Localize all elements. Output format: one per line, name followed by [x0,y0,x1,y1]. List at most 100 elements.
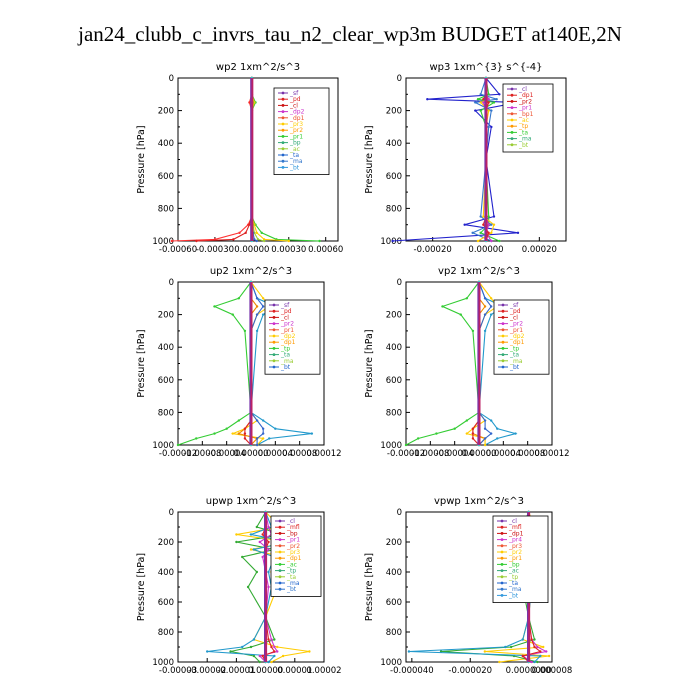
y-tick-label: 400 [158,139,174,149]
legend-marker [501,365,505,369]
legend-marker [500,581,504,585]
series-point-pr1 [483,650,487,653]
legend-marker [510,118,514,122]
legend-marker [278,544,282,548]
legend-entry: _bp [289,140,301,147]
series-point-pd [471,427,475,430]
legend-marker [501,328,505,332]
legend-marker [500,569,504,572]
legend-entry: _cl [508,518,517,525]
legend-entry: _sf [509,302,519,309]
legend-entry: _ac [286,561,297,568]
series-point-ta [474,101,477,104]
series-point-tp [407,650,411,653]
series-point-ta [255,437,259,440]
series-point-dp1 [243,329,247,333]
series-point-dp1 [482,101,485,104]
series-point-ta [253,238,256,241]
legend-entry: _cl [518,86,527,93]
series-point-tp [496,427,499,430]
legend-entry: _pr2 [286,543,300,550]
legend-marker [272,309,276,313]
series-point-ta [479,93,482,96]
legend-marker [510,124,514,128]
y-axis-label: Pressure [hPa] [136,125,147,193]
series-point-cl [487,231,490,235]
series-point-tp [483,329,487,333]
series-point-ta [255,313,259,316]
y-tick-label: 400 [386,343,402,353]
series-point-pd [244,231,247,235]
legend-entry: _cl [289,102,298,109]
series-line-pd [196,78,253,242]
x-tick-label: 0.00008 [282,449,317,459]
series-point-ta [255,443,259,447]
series-point-dp1 [261,555,264,559]
series-point-ta [487,125,490,129]
legend-entry: _pr3 [286,549,300,556]
legend-entry: _pd [509,308,521,315]
chart-panel-4: upwp 1xm^2/s^3 Pressure [hPa] 0 200 400 600 80… [136,496,342,676]
legend-marker [501,347,505,350]
series-point-pr2 [255,305,259,308]
legend-entry: _ta [508,580,518,587]
legend-marker [278,563,282,566]
panel-title: vpwp 1xm^2/s^3 [434,496,524,507]
legend-entry: _dp2 [280,333,296,340]
legend-marker [510,93,514,97]
panel-title: wp3 1xm^{3} s^{-4} [429,62,542,73]
series-point-pr1 [482,215,485,218]
series-point-cl [270,645,273,649]
series-point-pr1 [492,223,496,226]
legend-entry: _cl [509,314,518,321]
legend-entry: _pr3 [289,121,303,128]
y-tick-label: 200 [158,107,174,117]
series-point-dp1 [441,305,444,308]
y-axis-label: Pressure [hPa] [136,329,147,397]
series-point-ac [256,238,260,241]
legend-marker [272,303,276,307]
legend-marker [281,122,285,126]
legend-marker [281,135,285,138]
legend-entry: _mfl [508,524,522,531]
legend-marker [500,575,504,579]
series-point-tp [496,437,499,440]
legend-marker [281,116,285,120]
legend-entry: _ac [508,568,519,575]
series-point-pr1 [487,109,490,112]
series-point-dp1 [544,650,548,653]
legend-entry: _pr4 [508,537,522,544]
legend-marker [278,538,282,541]
legend-marker [510,143,514,147]
y-tick-label: 200 [386,538,402,548]
series-point-tp [252,548,256,551]
series-point-ta [261,427,265,430]
y-tick-label: 0 [169,278,174,288]
legend-marker [281,97,285,101]
series-point-dp1 [453,427,456,430]
series-point-dp1 [267,548,270,551]
legend-marker [501,316,505,319]
series-point-ac [492,101,496,104]
series-point-cl [261,533,264,536]
x-tick-label: 0.00012 [306,449,341,459]
series-point-cl [482,223,485,226]
series-point-dp1 [267,525,270,529]
legend-entry: _bt [509,364,520,371]
y-tick-label: 0 [397,278,402,288]
legend-marker [501,353,505,356]
y-tick-label: 400 [386,139,402,149]
series-point-tp [261,313,265,316]
series-point-pd [232,238,235,241]
series-point-pr1 [490,231,493,235]
series-point-dp1 [404,443,408,447]
x-tick-label: -0.00012 [159,449,197,459]
series-line-pr1 [465,281,499,445]
legend-entry: _ma [508,586,522,593]
series-point-dp1 [465,297,469,300]
chart-panel-0: wp2 1xm^2/s^3 Pressure [hPa] 0 200 400 600 800… [136,62,343,255]
legend-marker [281,128,285,132]
y-tick-label: 800 [386,204,402,214]
y-tick-label: 600 [386,376,402,386]
legend-marker [281,153,285,157]
